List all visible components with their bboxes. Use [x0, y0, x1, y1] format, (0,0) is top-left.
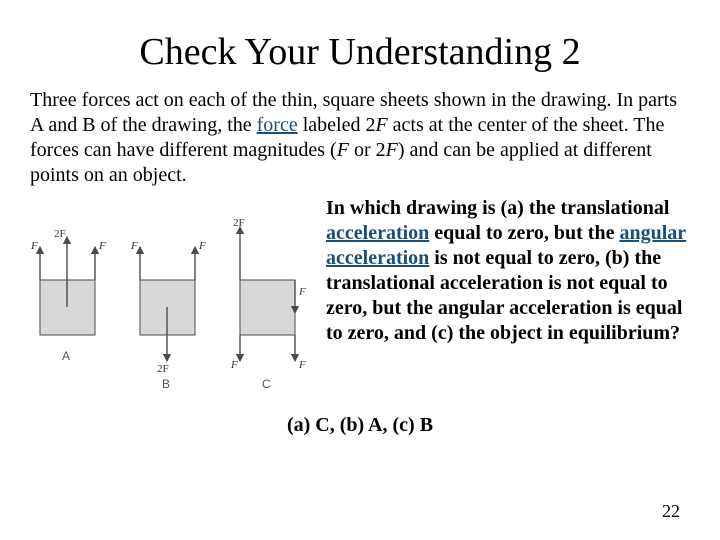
- label-F: F: [130, 240, 138, 252]
- panel-label-C: C: [262, 377, 271, 390]
- label-F: F: [230, 359, 238, 371]
- label-F: F: [98, 240, 106, 252]
- slide-title: Check Your Understanding 2: [30, 30, 690, 74]
- label-F: F: [298, 286, 306, 298]
- question-text: In which drawing is (a) the translationa…: [320, 196, 690, 346]
- page-number: 22: [662, 501, 680, 522]
- label-F: F: [198, 240, 206, 252]
- label-2F: 2F: [54, 228, 66, 240]
- label-F: F: [298, 359, 306, 371]
- panel-label-B: B: [162, 377, 170, 390]
- answers-text: (a) C, (b) A, (c) B: [30, 414, 690, 437]
- intro-text: Three forces act on each of the thin, sq…: [30, 88, 690, 188]
- label-2F: 2F: [157, 363, 169, 375]
- label-F: F: [30, 240, 38, 252]
- label-2F: 2F: [233, 217, 245, 229]
- force-diagram: F 2F F A F F: [30, 196, 320, 390]
- panel-label-A: A: [62, 349, 70, 363]
